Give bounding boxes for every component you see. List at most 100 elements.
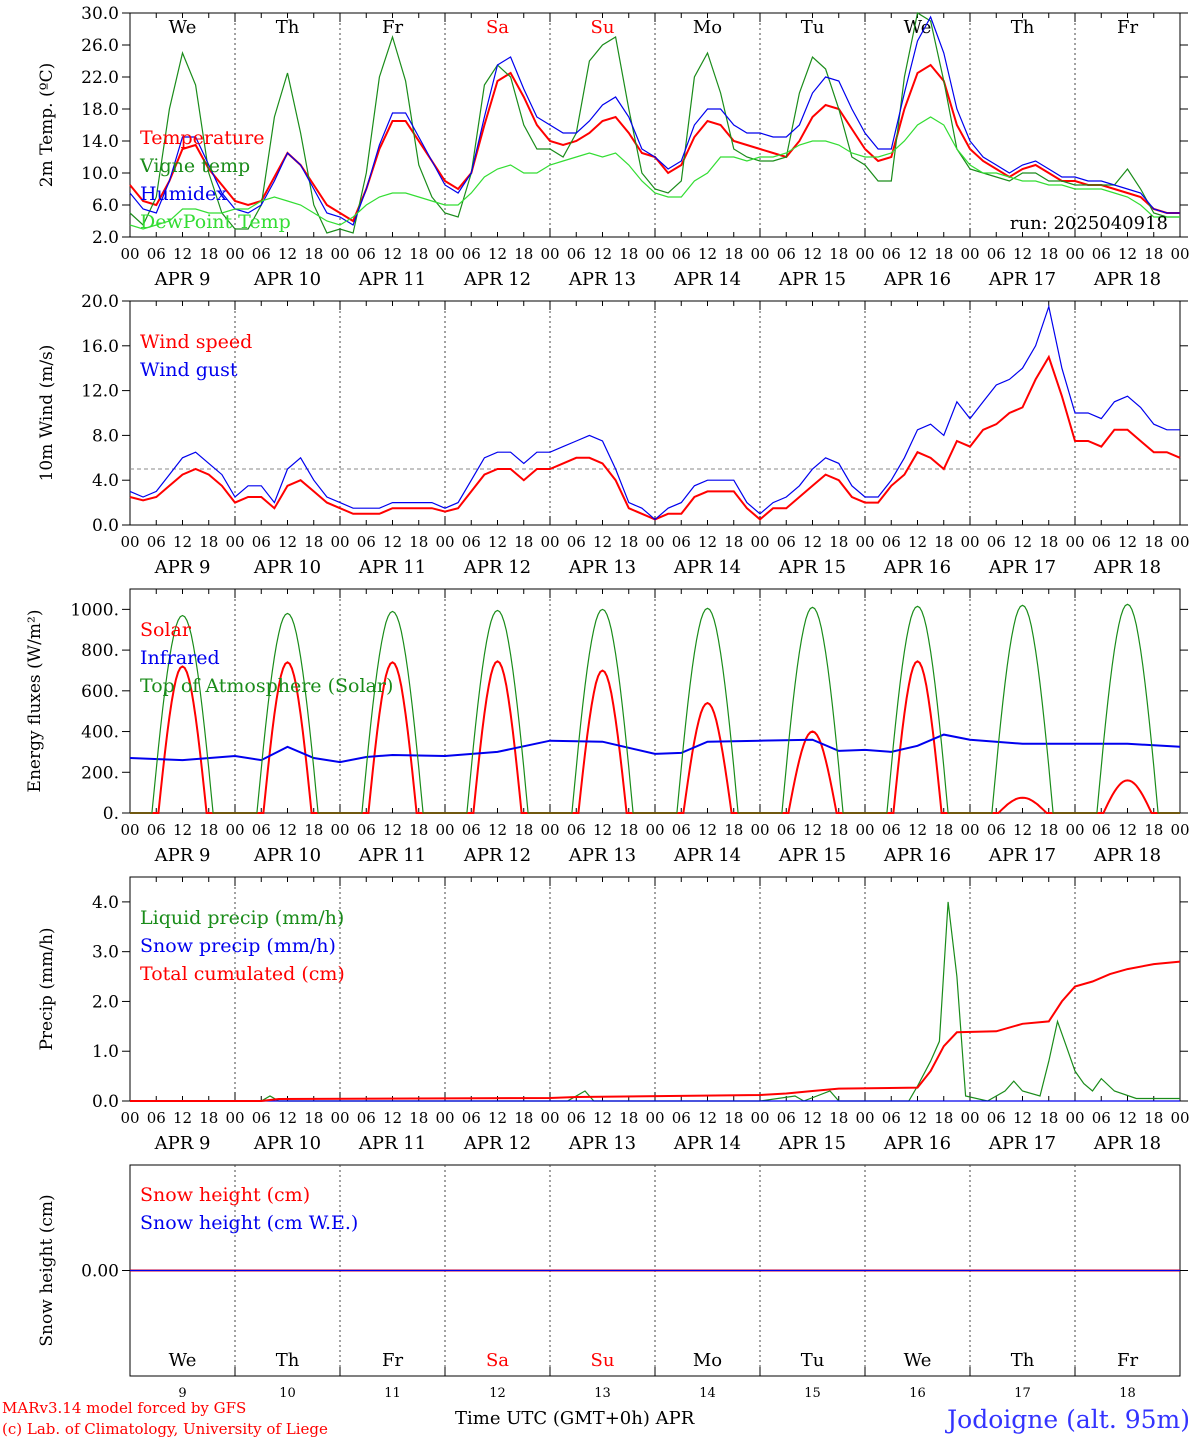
hour-tick-label: 00 — [225, 1109, 244, 1127]
date-label: APR 15 — [778, 1133, 846, 1154]
hour-tick-label: 12 — [908, 1109, 927, 1127]
hour-tick-label: 06 — [777, 821, 796, 839]
weekday-label: Th — [1011, 17, 1035, 38]
legend-entry: Snow precip (mm/h) — [140, 935, 336, 957]
hour-tick-label: 18 — [1144, 1109, 1163, 1127]
date-label: APR 17 — [988, 269, 1056, 290]
hour-tick-label: 12 — [1118, 245, 1137, 263]
hour-tick-label: 00 — [1170, 533, 1189, 551]
hour-tick-label: 00 — [1065, 1109, 1084, 1127]
hour-tick-label: 06 — [252, 1109, 271, 1127]
hour-tick-label: 18 — [304, 821, 323, 839]
hour-tick-label: 12 — [383, 533, 402, 551]
hour-tick-label: 00 — [435, 821, 454, 839]
date-label: APR 10 — [253, 269, 321, 290]
hour-tick-label: 00 — [1170, 821, 1189, 839]
date-label: APR 15 — [778, 845, 846, 866]
hour-tick-label: 06 — [882, 1109, 901, 1127]
legend-entry: Top of Atmosphere (Solar) — [140, 675, 393, 697]
y-tick-label: 12.0 — [81, 382, 119, 402]
hour-tick-label: 06 — [147, 1109, 166, 1127]
hour-tick-label: 18 — [724, 1109, 743, 1127]
y-tick-label: 8.0 — [92, 426, 119, 446]
date-label: APR 13 — [568, 269, 636, 290]
date-label: APR 16 — [883, 269, 951, 290]
hour-tick-label: 18 — [409, 1109, 428, 1127]
date-label: APR 9 — [154, 845, 211, 866]
hour-tick-label: 06 — [987, 1109, 1006, 1127]
date-label: APR 17 — [988, 1133, 1056, 1154]
day-number-label: 16 — [909, 1386, 926, 1401]
weekday-label: Th — [276, 17, 300, 38]
date-label: APR 16 — [883, 845, 951, 866]
day-number-label: 18 — [1119, 1386, 1136, 1401]
y-tick-label: 26.0 — [81, 36, 119, 56]
hour-tick-label: 12 — [803, 1109, 822, 1127]
hour-tick-label: 06 — [252, 533, 271, 551]
hour-tick-label: 00 — [750, 1109, 769, 1127]
series-line-red — [130, 960, 1181, 1102]
y-tick-label: 0.0 — [92, 1092, 119, 1112]
weekday-label: We — [904, 1350, 932, 1371]
hour-tick-label: 06 — [882, 533, 901, 551]
hour-tick-label: 18 — [199, 821, 218, 839]
hour-tick-label: 06 — [147, 245, 166, 263]
hour-tick-label: 06 — [882, 245, 901, 263]
hour-tick-label: 18 — [724, 245, 743, 263]
series-line-green — [129, 12, 1180, 234]
lab-credit: (c) Lab. of Climatology, University of L… — [2, 1420, 328, 1438]
hour-tick-label: 00 — [645, 533, 664, 551]
y-axis-title: Precip (mm/h) — [37, 927, 57, 1050]
hour-tick-label: 12 — [383, 1109, 402, 1127]
hour-tick-label: 00 — [120, 821, 139, 839]
hour-tick-label: 06 — [252, 245, 271, 263]
hour-tick-label: 06 — [567, 533, 586, 551]
hour-tick-label: 18 — [304, 245, 323, 263]
panel-2: 0.0 4.0 8.0 12.0 16.0 20.0 10m Wind (m/s) 00 06 1… — [37, 292, 1190, 578]
hour-tick-label: 06 — [357, 1109, 376, 1127]
weekday-label: Mo — [693, 1350, 722, 1371]
date-label: APR 16 — [883, 1133, 951, 1154]
hour-tick-label: 00 — [540, 245, 559, 263]
hour-tick-label: 06 — [882, 821, 901, 839]
hour-tick-label: 12 — [1013, 245, 1032, 263]
date-label: APR 18 — [1093, 269, 1161, 290]
hour-tick-label: 12 — [698, 533, 717, 551]
hour-tick-label: 06 — [147, 533, 166, 551]
hour-tick-label: 18 — [514, 245, 533, 263]
hour-tick-label: 12 — [173, 821, 192, 839]
hour-tick-label: 00 — [540, 533, 559, 551]
panels: 2.0 6.0 10.0 14.0 18.0 22.0 26.0 30.0 2m Temp. (… — [25, 4, 1190, 1401]
hour-tick-label: 18 — [1144, 533, 1163, 551]
series-line-green — [130, 603, 1180, 814]
y-axis-title: Energy fluxes (W/m²) — [25, 610, 45, 793]
hour-tick-label: 00 — [855, 245, 874, 263]
hour-tick-label: 18 — [829, 1109, 848, 1127]
hour-tick-label: 06 — [357, 245, 376, 263]
x-axis-label: Time UTC (GMT+0h) APR — [455, 1408, 695, 1429]
hour-tick-label: 06 — [1092, 245, 1111, 263]
hour-tick-label: 12 — [173, 1109, 192, 1127]
date-label: APR 11 — [358, 1133, 426, 1154]
hour-tick-label: 12 — [698, 245, 717, 263]
hour-tick-label: 12 — [593, 245, 612, 263]
hour-tick-label: 12 — [1013, 821, 1032, 839]
hour-tick-label: 00 — [645, 1109, 664, 1127]
hour-tick-label: 00 — [645, 245, 664, 263]
hour-tick-label: 06 — [777, 1109, 796, 1127]
weekday-label: Su — [591, 1350, 615, 1371]
hour-tick-label: 18 — [409, 533, 428, 551]
y-tick-label: 600. — [81, 682, 119, 702]
hour-tick-label: 06 — [1092, 533, 1111, 551]
day-number-label: 17 — [1014, 1386, 1031, 1401]
weekday-label: Tu — [801, 17, 825, 38]
hour-tick-label: 12 — [593, 821, 612, 839]
hour-tick-label: 06 — [357, 533, 376, 551]
legend-entry: Humidex — [140, 183, 227, 205]
hour-tick-label: 12 — [1118, 821, 1137, 839]
series-line-blue — [129, 304, 1180, 521]
hour-tick-label: 12 — [488, 1109, 507, 1127]
date-label: APR 14 — [673, 269, 741, 290]
y-axis-title: 2m Temp. (ºC) — [37, 63, 57, 188]
hour-tick-label: 00 — [225, 245, 244, 263]
